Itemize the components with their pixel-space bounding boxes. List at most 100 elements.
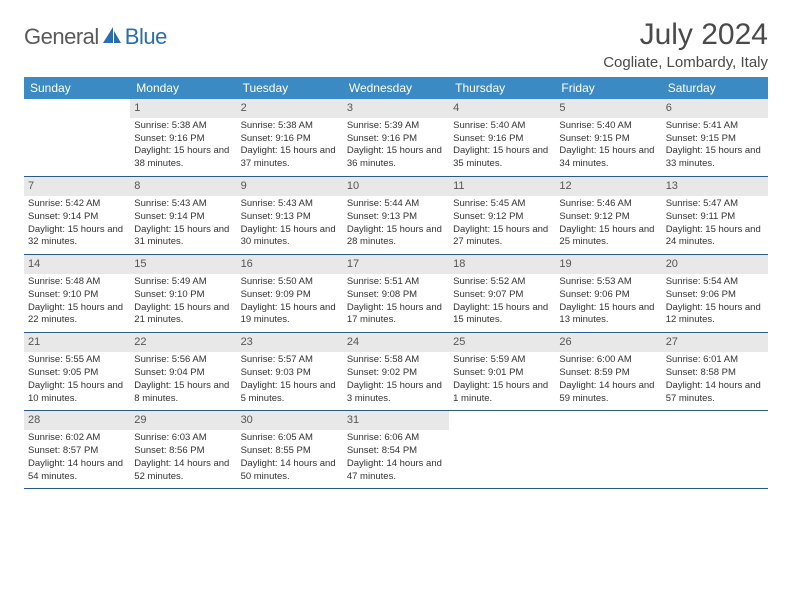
daylight-text: Daylight: 15 hours and 34 minutes. [559, 145, 657, 171]
sunset-text: Sunset: 9:07 PM [453, 289, 551, 302]
calendar-day-cell: 15Sunrise: 5:49 AMSunset: 9:10 PMDayligh… [130, 255, 236, 333]
sunset-text: Sunset: 9:04 PM [134, 367, 232, 380]
sunset-text: Sunset: 8:54 PM [347, 445, 445, 458]
calendar-day-cell: 10Sunrise: 5:44 AMSunset: 9:13 PMDayligh… [343, 177, 449, 255]
daylight-text: Daylight: 15 hours and 24 minutes. [666, 224, 764, 250]
day-number: 4 [449, 99, 555, 118]
sunset-text: Sunset: 9:10 PM [134, 289, 232, 302]
calendar-day-cell: 9Sunrise: 5:43 AMSunset: 9:13 PMDaylight… [237, 177, 343, 255]
sunset-text: Sunset: 9:12 PM [559, 211, 657, 224]
day-number: 19 [555, 255, 661, 274]
sunrise-text: Sunrise: 5:38 AM [241, 120, 339, 133]
sunrise-text: Sunrise: 6:01 AM [666, 354, 764, 367]
calendar-day-cell: 16Sunrise: 5:50 AMSunset: 9:09 PMDayligh… [237, 255, 343, 333]
weekday-header: Sunday [24, 77, 130, 99]
sunrise-text: Sunrise: 6:05 AM [241, 432, 339, 445]
sunset-text: Sunset: 9:06 PM [666, 289, 764, 302]
calendar-week-row: 14Sunrise: 5:48 AMSunset: 9:10 PMDayligh… [24, 255, 768, 333]
calendar-day-cell: 29 Sunrise: 6:03 AMSunset: 8:56 PMDayligh… [130, 411, 236, 489]
sunrise-text: Sunrise: 5:46 AM [559, 198, 657, 211]
calendar-day-cell: 8Sunrise: 5:43 AMSunset: 9:14 PMDaylight… [130, 177, 236, 255]
sunrise-text: Sunrise: 5:50 AM [241, 276, 339, 289]
sunset-text: Sunset: 9:16 PM [453, 133, 551, 146]
calendar-day-cell: 1Sunrise: 5:38 AMSunset: 9:16 PMDaylight… [130, 99, 236, 177]
month-title: July 2024 [603, 18, 768, 52]
day-number: 8 [130, 177, 236, 196]
sunrise-text: Sunrise: 5:59 AM [453, 354, 551, 367]
sunrise-text: Sunrise: 5:38 AM [134, 120, 232, 133]
daylight-text: Daylight: 15 hours and 22 minutes. [28, 302, 126, 328]
day-number: 30 [237, 411, 343, 430]
location-label: Cogliate, Lombardy, Italy [603, 54, 768, 71]
sunset-text: Sunset: 8:56 PM [134, 445, 232, 458]
day-number: 12 [555, 177, 661, 196]
calendar-week-row: 7Sunrise: 5:42 AMSunset: 9:14 PMDaylight… [24, 177, 768, 255]
calendar-day-cell: 7Sunrise: 5:42 AMSunset: 9:14 PMDaylight… [24, 177, 130, 255]
calendar-day-cell [662, 411, 768, 489]
sunset-text: Sunset: 9:03 PM [241, 367, 339, 380]
calendar-table: Sunday Monday Tuesday Wednesday Thursday… [24, 77, 768, 489]
sunrise-text: Sunrise: 5:47 AM [666, 198, 764, 211]
day-number: 29 [130, 411, 236, 430]
day-number: 22 [130, 333, 236, 352]
calendar-day-cell [24, 99, 130, 177]
daylight-text: Daylight: 14 hours and 59 minutes. [559, 380, 657, 406]
sunrise-text: Sunrise: 6:02 AM [28, 432, 126, 445]
weekday-header: Wednesday [343, 77, 449, 99]
calendar-day-cell: 21Sunrise: 5:55 AMSunset: 9:05 PMDayligh… [24, 333, 130, 411]
calendar-day-cell: 25Sunrise: 5:59 AMSunset: 9:01 PMDayligh… [449, 333, 555, 411]
day-number: 26 [555, 333, 661, 352]
calendar-day-cell: 28Sunrise: 6:02 AMSunset: 8:57 PMDayligh… [24, 411, 130, 489]
daylight-text: Daylight: 14 hours and 52 minutes. [134, 458, 232, 484]
daylight-text: Daylight: 15 hours and 36 minutes. [347, 145, 445, 171]
sunset-text: Sunset: 8:57 PM [28, 445, 126, 458]
sunset-text: Sunset: 9:16 PM [347, 133, 445, 146]
calendar-day-cell: 14Sunrise: 5:48 AMSunset: 9:10 PMDayligh… [24, 255, 130, 333]
calendar-day-cell: 5Sunrise: 5:40 AMSunset: 9:15 PMDaylight… [555, 99, 661, 177]
weekday-header: Monday [130, 77, 236, 99]
daylight-text: Daylight: 14 hours and 54 minutes. [28, 458, 126, 484]
sunrise-text: Sunrise: 5:42 AM [28, 198, 126, 211]
sunset-text: Sunset: 9:11 PM [666, 211, 764, 224]
calendar-week-row: 21Sunrise: 5:55 AMSunset: 9:05 PMDayligh… [24, 333, 768, 411]
sunset-text: Sunset: 9:15 PM [559, 133, 657, 146]
daylight-text: Daylight: 15 hours and 37 minutes. [241, 145, 339, 171]
calendar-page: General Blue July 2024 Cogliate, Lombard… [0, 0, 792, 507]
logo-word-1: General [24, 24, 99, 50]
calendar-day-cell: 4Sunrise: 5:40 AMSunset: 9:16 PMDaylight… [449, 99, 555, 177]
calendar-day-cell: 18Sunrise: 5:52 AMSunset: 9:07 PMDayligh… [449, 255, 555, 333]
weekday-header: Saturday [662, 77, 768, 99]
day-number: 2 [237, 99, 343, 118]
logo-word-2: Blue [125, 24, 167, 50]
daylight-text: Daylight: 15 hours and 27 minutes. [453, 224, 551, 250]
sunset-text: Sunset: 8:55 PM [241, 445, 339, 458]
sunset-text: Sunset: 9:16 PM [241, 133, 339, 146]
daylight-text: Daylight: 15 hours and 1 minute. [453, 380, 551, 406]
day-number: 9 [237, 177, 343, 196]
sunrise-text: Sunrise: 6:03 AM [134, 432, 232, 445]
daylight-text: Daylight: 15 hours and 12 minutes. [666, 302, 764, 328]
day-number: 7 [24, 177, 130, 196]
logo: General Blue [24, 18, 167, 50]
weekday-header-row: Sunday Monday Tuesday Wednesday Thursday… [24, 77, 768, 99]
calendar-day-cell: 31Sunrise: 6:06 AMSunset: 8:54 PMDayligh… [343, 411, 449, 489]
sunset-text: Sunset: 9:09 PM [241, 289, 339, 302]
daylight-text: Daylight: 15 hours and 13 minutes. [559, 302, 657, 328]
day-number: 3 [343, 99, 449, 118]
daylight-text: Daylight: 15 hours and 31 minutes. [134, 224, 232, 250]
calendar-day-cell: 20Sunrise: 5:54 AMSunset: 9:06 PMDayligh… [662, 255, 768, 333]
calendar-day-cell: 11Sunrise: 5:45 AMSunset: 9:12 PMDayligh… [449, 177, 555, 255]
daylight-text: Daylight: 15 hours and 28 minutes. [347, 224, 445, 250]
daylight-text: Daylight: 15 hours and 19 minutes. [241, 302, 339, 328]
day-number: 24 [343, 333, 449, 352]
day-number: 5 [555, 99, 661, 118]
daylight-text: Daylight: 15 hours and 33 minutes. [666, 145, 764, 171]
daylight-text: Daylight: 15 hours and 15 minutes. [453, 302, 551, 328]
sunset-text: Sunset: 9:05 PM [28, 367, 126, 380]
page-header: General Blue July 2024 Cogliate, Lombard… [24, 18, 768, 71]
calendar-day-cell: 24Sunrise: 5:58 AMSunset: 9:02 PMDayligh… [343, 333, 449, 411]
day-number: 6 [662, 99, 768, 118]
calendar-day-cell: 26Sunrise: 6:00 AMSunset: 8:59 PMDayligh… [555, 333, 661, 411]
sunset-text: Sunset: 9:14 PM [134, 211, 232, 224]
sunset-text: Sunset: 9:13 PM [347, 211, 445, 224]
